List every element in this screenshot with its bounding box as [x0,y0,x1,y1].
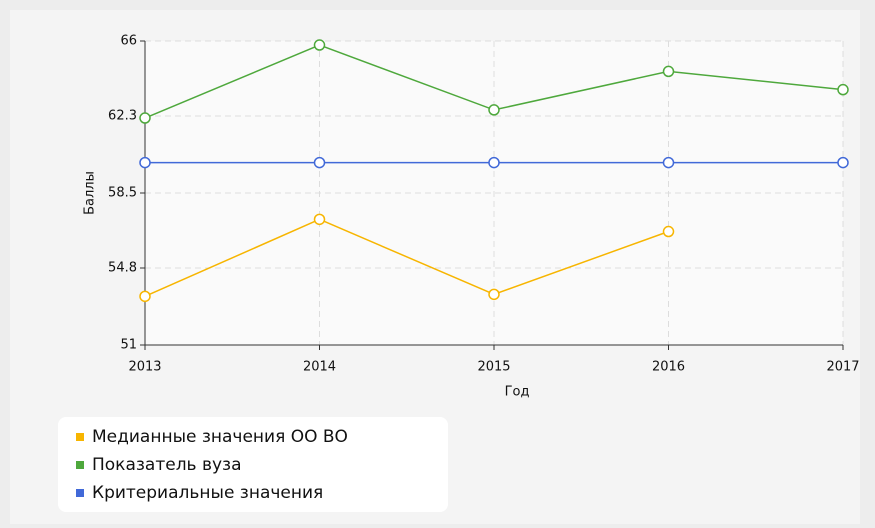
legend-swatch [76,489,84,497]
y-axis-label: Баллы [83,171,98,215]
legend-swatch [76,461,84,469]
point [662,225,675,238]
x-axis-label: Год [505,385,530,400]
point [662,156,675,169]
legend-label: Показатель вуза [92,455,242,475]
y-tick-label: 58.5 [108,186,137,201]
point [488,288,500,301]
point [139,156,151,169]
y-tick-label: 66 [120,34,137,49]
point [662,65,675,78]
x-tick-label: 2015 [477,360,510,375]
point [488,104,500,116]
point [139,112,151,124]
point [313,39,326,51]
x-tick-label: 2013 [128,360,161,375]
point [313,213,326,226]
y-tick-label: 54.8 [108,260,137,275]
legend-label: Медианные значения ОО ВО [92,427,348,447]
point [837,83,849,96]
point [313,156,326,169]
legend-label: Критериальные значения [92,483,323,503]
x-tick-label: 2014 [303,360,336,375]
series-line [144,218,669,298]
x-tick-label: 2016 [652,360,685,375]
y-tick-label: 51 [120,338,137,353]
legend-box [58,417,448,512]
x-tick-label: 2017 [826,360,859,375]
legend-swatch [76,433,84,441]
point [837,156,849,169]
point [488,156,500,169]
point [139,290,151,303]
y-tick-label: 62.3 [108,108,137,123]
